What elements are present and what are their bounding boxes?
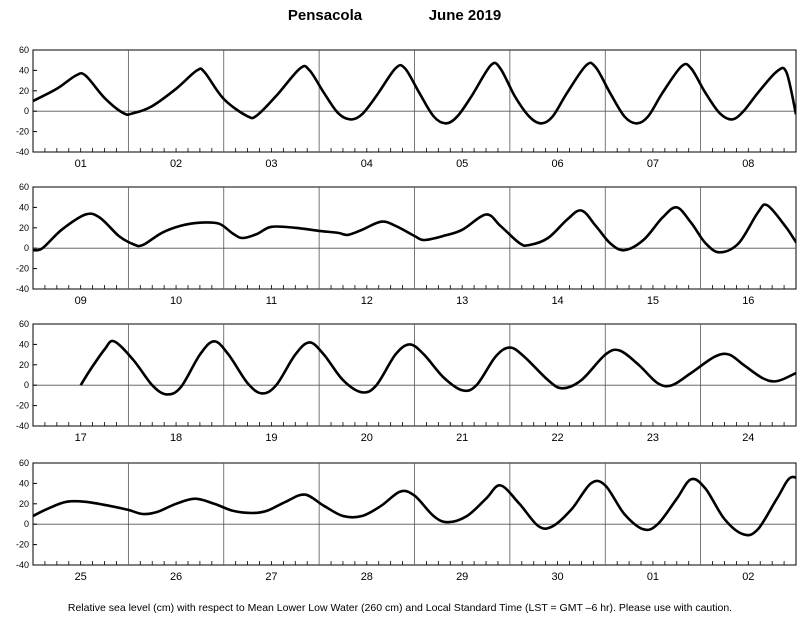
period-title: June 2019 <box>429 7 502 24</box>
day-label: 20 <box>361 432 373 444</box>
day-label: 18 <box>170 432 182 444</box>
day-label: 04 <box>361 158 373 170</box>
day-label: 03 <box>265 158 277 170</box>
tide-panel-2: -40 -20 0 20 40 60 09 10 11 12 13 14 15 16 <box>16 182 797 307</box>
y-tick-label: 20 <box>19 360 29 370</box>
y-tick-label: -40 <box>16 284 29 294</box>
tide-panel-3: -40 -20 0 20 40 60 17 18 19 20 21 22 23 24 <box>16 319 797 444</box>
day-label: 14 <box>551 295 563 307</box>
day-label: 29 <box>456 571 468 583</box>
day-label: 01 <box>75 158 87 170</box>
y-tick-label: 20 <box>19 86 29 96</box>
y-tick-label: -20 <box>16 127 29 137</box>
day-label: 27 <box>265 571 277 583</box>
y-tick-label: 40 <box>19 202 29 212</box>
day-label: 25 <box>75 571 87 583</box>
tide-curve <box>79 339 796 396</box>
tide-curve <box>33 203 796 254</box>
day-label: 16 <box>742 295 754 307</box>
y-tick-label: 60 <box>19 45 29 55</box>
day-label: 11 <box>266 295 277 307</box>
y-tick-label: 20 <box>19 223 29 233</box>
day-label: 23 <box>647 432 659 444</box>
tide-curve <box>33 475 796 537</box>
y-tick-label: -20 <box>16 401 29 411</box>
day-label: 08 <box>742 158 754 170</box>
day-label: 09 <box>75 295 87 307</box>
footer-note: Relative sea level (cm) with respect to … <box>68 602 732 614</box>
day-label: 10 <box>170 295 182 307</box>
day-label: 02 <box>742 571 754 583</box>
y-tick-label: 60 <box>19 182 29 192</box>
y-tick-label: 60 <box>19 319 29 329</box>
day-label: 15 <box>647 295 659 307</box>
y-tick-label: -40 <box>16 147 29 157</box>
day-label: 12 <box>361 295 373 307</box>
day-label: 01 <box>647 571 659 583</box>
y-tick-label: 60 <box>19 458 29 468</box>
day-label: 21 <box>456 432 468 444</box>
day-label: 07 <box>647 158 659 170</box>
day-label: 13 <box>456 295 468 307</box>
station-title: Pensacola <box>288 7 363 24</box>
tide-panel-1: -40 -20 0 20 40 60 01 02 03 04 05 06 07 08 <box>16 45 797 170</box>
y-tick-label: 0 <box>24 243 29 253</box>
tide-panel-4: -40 -20 0 20 40 60 25 26 27 28 29 30 01 02 <box>16 458 797 583</box>
day-label: 26 <box>170 571 182 583</box>
y-tick-label: 0 <box>24 519 29 529</box>
y-tick-label: -20 <box>16 540 29 550</box>
y-tick-label: 0 <box>24 106 29 116</box>
y-tick-label: 40 <box>19 478 29 488</box>
day-label: 05 <box>456 158 468 170</box>
day-label: 24 <box>742 432 754 444</box>
tide-curve <box>33 61 796 125</box>
day-label: 17 <box>75 432 87 444</box>
day-label: 02 <box>170 158 182 170</box>
y-tick-label: 40 <box>19 339 29 349</box>
day-label: 28 <box>361 571 373 583</box>
y-tick-label: -40 <box>16 421 29 431</box>
day-label: 22 <box>551 432 563 444</box>
day-label: 30 <box>551 571 563 583</box>
y-tick-label: 0 <box>24 380 29 390</box>
y-tick-label: -20 <box>16 264 29 274</box>
day-label: 06 <box>551 158 563 170</box>
y-tick-label: 20 <box>19 499 29 509</box>
day-label: 19 <box>265 432 277 444</box>
y-tick-label: -40 <box>16 560 29 570</box>
y-tick-label: 40 <box>19 65 29 75</box>
